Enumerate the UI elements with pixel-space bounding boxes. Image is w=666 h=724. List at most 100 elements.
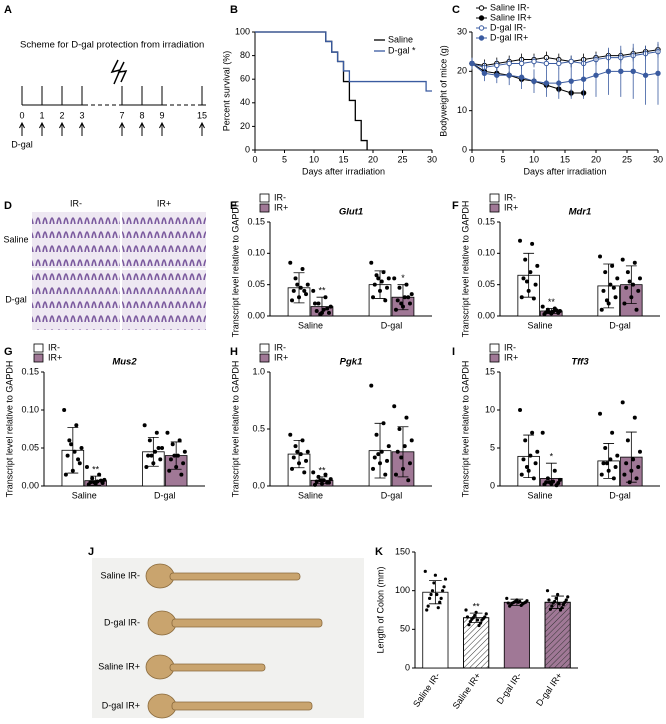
data-point [622,472,627,477]
data-point [316,474,321,479]
legend-swatch [259,203,270,213]
data-point [90,476,95,481]
data-point [632,260,637,265]
data-point [400,466,405,471]
y-axis-label: Transcript level relative to GAPDH [4,361,14,498]
data-point [311,288,316,293]
specimen-label: Saline IR- [100,570,140,580]
x-tick-label: 25 [397,154,407,164]
significance: ** [548,297,556,307]
data-point [556,60,562,67]
data-point [611,476,616,481]
data-point [298,285,303,290]
specimen-label: D-gal IR+ [102,700,140,710]
data-point [76,457,81,462]
legend-swatch [478,25,485,31]
y-tick-label: 0 [245,144,250,154]
x-tick-label: D-gal IR+ [534,671,564,708]
data-point [618,68,624,75]
data-point [392,276,397,281]
y-tick-label: 0 [405,662,410,672]
y-axis-label: Transcript level relative to GAPDH [460,201,470,338]
chart: E 0.00 0.05 0.10 0.15 Transcript level relati… [230,192,432,337]
survival-curve [255,31,368,150]
data-point [442,585,446,589]
data-point [436,606,440,610]
data-point [318,478,323,483]
data-point [608,282,613,287]
legend-label: D-gal * [388,45,416,55]
data-point [627,480,632,485]
treatment-arrow [199,121,205,136]
scheme: A Scheme for D-gal protection from irrad… [4,4,207,149]
data-point [481,70,488,77]
data-point [402,444,407,449]
histology-image [122,270,206,330]
panel-letter: E [230,200,237,212]
data-point [102,477,107,482]
data-point [606,468,611,473]
data-point [392,404,397,409]
data-point [637,449,642,454]
data-point [423,569,427,573]
treatment-arrow [19,121,25,136]
panel-letter: I [452,346,455,358]
data-point [288,432,293,437]
legend-swatch [489,203,500,213]
data-point [558,608,563,612]
y-tick-label: 0.05 [247,279,265,289]
data-point [300,267,305,271]
data-point [604,298,609,303]
row-label: D-gal [5,294,27,304]
column-label: IR+ [157,198,171,208]
data-point [374,273,379,278]
bar-hatch [544,601,571,669]
data-point [425,608,429,612]
y-tick-label: 0.00 [477,310,495,320]
x-tick-label: 5 [500,154,505,164]
data-point [302,470,307,475]
data-point [634,307,639,312]
legend-swatch [489,193,500,203]
data-point [561,602,565,607]
x-tick-label: Saline [298,490,323,500]
data-point [535,263,540,268]
data-point [598,411,603,416]
data-point [556,592,560,597]
panel-letter: H [230,346,238,358]
data-point [395,298,400,303]
data-point [435,592,439,597]
significance: ** [318,286,326,296]
row-label: Saline [3,234,28,244]
legend-label: IR+ [504,352,518,362]
data-point [295,449,300,454]
data-point [151,461,156,466]
y-tick-label: 0.15 [21,366,39,376]
treatment-arrow [139,121,145,136]
data-point [484,612,488,616]
data-point [302,288,307,293]
data-point [181,461,186,466]
y-tick-label: 0.05 [477,279,495,289]
data-point [610,263,615,268]
legend-swatch [33,343,44,353]
survival-curve [255,31,432,92]
y-axis-label: Transcript level relative to GAPDH [230,201,240,338]
y-tick-label: 0.00 [247,310,265,320]
data-point [568,78,574,84]
data-point [518,60,525,67]
data-point [613,465,618,469]
data-point [551,601,555,605]
series-line [471,51,659,68]
series-line [471,63,584,94]
x-tick-label: D-gal IR- [495,671,524,706]
y-tick-label: 20 [457,66,467,76]
colon-photo [92,558,364,718]
data-point [79,446,84,450]
data-point [70,468,75,473]
data-point [406,295,411,300]
data-point [91,480,96,485]
data-point [97,472,102,477]
data-point [69,442,74,447]
panel-letter: G [4,346,13,358]
